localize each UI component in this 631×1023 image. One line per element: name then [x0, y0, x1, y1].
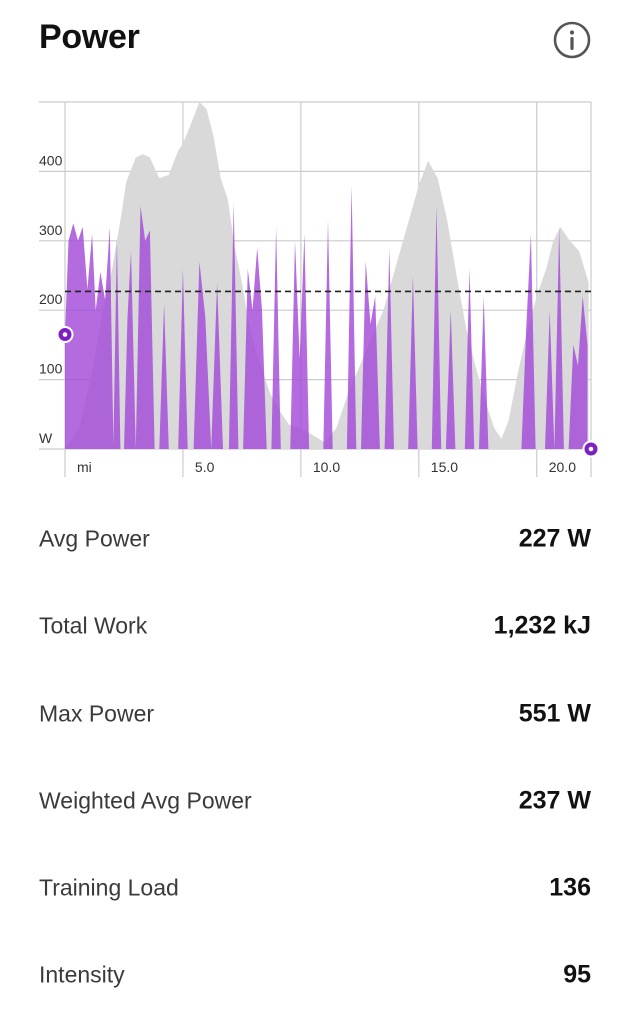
y-tick-label: 100: [39, 361, 63, 377]
stat-value: 136: [549, 873, 591, 902]
stat-value: 227 W: [518, 524, 591, 553]
x-tick-label: mi: [77, 459, 92, 475]
range-end-handle-center: [588, 446, 594, 452]
stat-label: Avg Power: [39, 525, 150, 552]
stat-value: 95: [563, 960, 591, 989]
x-tick-label: 10.0: [313, 459, 340, 475]
stat-value: 1,232 kJ: [493, 611, 591, 640]
info-button[interactable]: [553, 21, 591, 59]
x-tick-label: 20.0: [549, 459, 576, 475]
power-chart[interactable]: W 100 200 300 400 mi 5.0 10.0 15.0 20.0: [0, 90, 631, 490]
stat-row-intensity: Intensity 95: [39, 950, 591, 1000]
power-area: [65, 185, 588, 450]
stat-value: 237 W: [518, 786, 591, 815]
y-tick-label: 400: [39, 152, 63, 168]
y-tick-label: 300: [39, 222, 63, 238]
power-chart-container: W 100 200 300 400 mi 5.0 10.0 15.0 20.0: [0, 90, 631, 490]
stat-row-training-load: Training Load 136: [39, 863, 591, 913]
range-start-handle[interactable]: [56, 325, 74, 343]
range-markers[interactable]: [56, 325, 600, 458]
info-icon: [553, 21, 591, 59]
elevation-fill: [65, 102, 589, 449]
header: Power: [0, 0, 631, 90]
stat-row-avg-power: Avg Power 227 W: [39, 514, 591, 564]
stat-value: 551 W: [518, 699, 591, 728]
y-tick-label: W: [39, 430, 53, 446]
stat-label: Max Power: [39, 700, 155, 727]
stat-label: Total Work: [39, 612, 148, 639]
x-tick-label: 15.0: [431, 459, 458, 475]
stat-label: Intensity: [39, 961, 125, 988]
axis-labels: W 100 200 300 400 mi 5.0 10.0 15.0 20.0: [39, 152, 576, 475]
range-start-handle-center: [62, 332, 68, 337]
range-end-handle[interactable]: [582, 440, 600, 458]
stat-label: Weighted Avg Power: [39, 787, 252, 814]
elevation-area: [65, 102, 589, 449]
stat-row-total-work: Total Work 1,232 kJ: [39, 601, 591, 651]
page-title: Power: [39, 18, 140, 56]
power-fill: [65, 185, 588, 450]
stat-label: Training Load: [39, 874, 179, 901]
x-tick-label: 5.0: [195, 459, 215, 475]
y-tick-label: 200: [39, 291, 63, 307]
stat-row-max-power: Max Power 551 W: [39, 689, 591, 739]
stat-row-weighted-avg-power: Weighted Avg Power 237 W: [39, 776, 591, 826]
